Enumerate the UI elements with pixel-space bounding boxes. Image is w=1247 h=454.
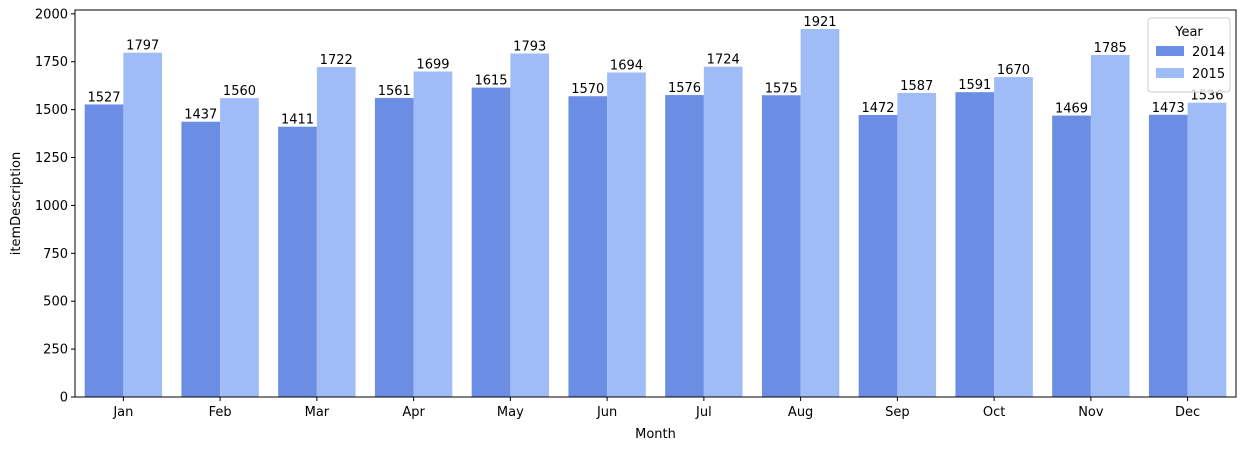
bar-nov-2015 [1090,55,1130,397]
legend-swatch-2014 [1156,46,1184,56]
data-label-sep-2015: 1587 [900,79,933,94]
x-tick-label-dec: Dec [1175,405,1200,420]
y-tick-label-500: 500 [43,295,68,310]
bar-nov-2014 [1052,115,1091,398]
x-tick-label-may: May [497,405,524,420]
bar-mar-2014 [278,126,317,398]
x-axis: Jan Feb Mar Apr May Jun Jul Aug Sep Oct Nov Dec [112,397,1200,420]
bar-jun-2015 [607,72,646,398]
x-tick-label-jun: Jun [596,405,617,420]
bars-layer [84,28,1227,398]
x-tick-label-oct: Oct [983,405,1005,420]
data-label-may-2014: 1615 [474,74,507,89]
data-label-aug-2015: 1921 [803,15,836,30]
data-label-jul-2015: 1724 [707,53,740,68]
bar-sep-2014 [858,114,898,397]
data-label-apr-2014: 1561 [378,84,411,99]
x-tick-label-nov: Nov [1078,405,1104,420]
data-label-nov-2015: 1785 [1094,41,1127,56]
data-label-feb-2015: 1560 [223,84,256,99]
x-tick-label-mar: Mar [305,405,330,420]
x-axis-title: Month [635,427,676,442]
y-tick-label-1500: 1500 [35,103,68,118]
bar-jan-2014 [84,104,124,397]
x-tick-label-feb: Feb [209,405,232,420]
data-label-may-2015: 1793 [513,39,546,54]
bar-feb-2014 [181,121,221,397]
x-tick-label-jul: Jul [695,405,712,420]
bar-may-2015 [510,53,550,398]
y-tick-label-2000: 2000 [35,7,68,22]
data-label-oct-2015: 1670 [997,63,1030,78]
plot-frame [74,9,1237,398]
bar-jun-2014 [568,96,608,398]
y-tick-label-1250: 1250 [35,151,68,166]
legend: Year 2014 2015 [1147,17,1231,93]
bar-oct-2014 [955,92,995,397]
data-label-aug-2014: 1575 [765,81,798,96]
bar-sep-2015 [897,92,937,398]
data-label-jan-2015: 1797 [126,39,159,54]
data-label-mar-2014: 1411 [281,113,314,128]
bar-oct-2015 [994,77,1033,398]
data-label-jan-2014: 1527 [87,90,120,105]
y-axis: 0 250 500 750 1000 1250 1500 1750 2000 [35,7,75,406]
bar-aug-2015 [800,28,840,398]
data-label-mar-2015: 1722 [320,53,353,68]
legend-title: Year [1174,25,1203,40]
data-label-feb-2014: 1437 [184,108,217,123]
legend-label-2015: 2015 [1192,67,1225,82]
y-tick-label-0: 0 [60,391,68,406]
data-label-apr-2015: 1699 [416,57,449,72]
bar-apr-2015 [413,71,453,398]
bar-may-2014 [471,87,511,397]
y-tick-label-1000: 1000 [35,199,68,214]
data-label-jun-2014: 1570 [571,82,604,97]
bar-jan-2015 [123,52,163,397]
legend-swatch-2015 [1156,68,1184,78]
data-labels-layer: 1527 1797 1437 1560 1411 1722 1561 1699 1615 1793… [87,15,1223,128]
bar-jul-2015 [703,66,743,397]
x-tick-label-aug: Aug [788,405,813,420]
y-axis-title: itemDescription [9,152,24,255]
bar-mar-2015 [316,67,356,398]
bar-dec-2015 [1187,102,1227,397]
bar-dec-2014 [1148,114,1188,397]
bar-jul-2014 [665,95,704,398]
x-tick-label-apr: Apr [402,405,425,420]
legend-label-2014: 2014 [1192,45,1225,60]
bar-feb-2015 [220,98,259,397]
bar-apr-2014 [374,97,414,397]
x-tick-label-jan: Jan [112,405,133,420]
data-label-oct-2014: 1591 [958,78,991,93]
y-tick-label-1750: 1750 [35,55,68,70]
data-label-jun-2015: 1694 [610,58,643,73]
data-label-dec-2014: 1473 [1152,101,1185,116]
data-label-jul-2014: 1576 [668,81,701,96]
bar-aug-2014 [761,95,801,398]
data-label-sep-2014: 1472 [861,101,894,116]
y-tick-label-250: 250 [43,343,68,358]
y-tick-label-750: 750 [43,247,68,262]
data-label-nov-2014: 1469 [1055,102,1088,117]
x-tick-label-sep: Sep [885,405,910,420]
